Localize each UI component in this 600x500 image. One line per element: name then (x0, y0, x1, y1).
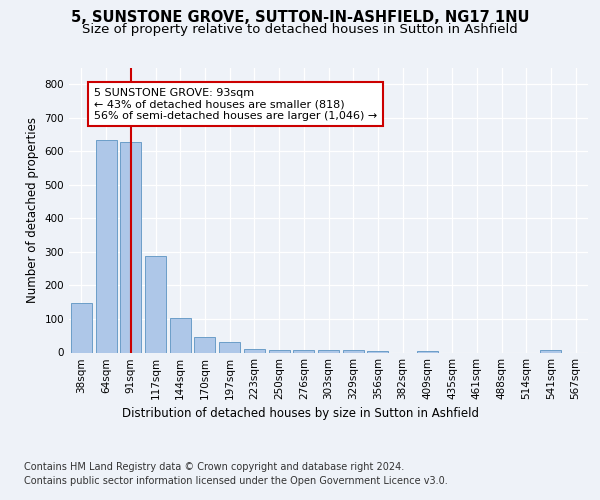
Bar (293, 350, 314, 352)
Text: Distribution of detached houses by size in Sutton in Ashfield: Distribution of detached houses by size … (121, 408, 479, 420)
Text: Contains public sector information licensed under the Open Government Licence v3: Contains public sector information licen… (24, 476, 448, 486)
Text: Contains HM Land Registry data © Crown copyright and database right 2024.: Contains HM Land Registry data © Crown c… (24, 462, 404, 472)
Text: 5, SUNSTONE GROVE, SUTTON-IN-ASHFIELD, NG17 1NU: 5, SUNSTONE GROVE, SUTTON-IN-ASHFIELD, N… (71, 10, 529, 25)
Bar (367, 351, 388, 352)
Bar (170, 318, 191, 352)
Text: 5 SUNSTONE GROVE: 93sqm
← 43% of detached houses are smaller (818)
56% of semi-d: 5 SUNSTONE GROVE: 93sqm ← 43% of detache… (94, 88, 377, 121)
Bar (71, 303, 92, 352)
Bar (219, 342, 240, 352)
Bar (269, 350, 290, 352)
Bar (120, 142, 141, 352)
Y-axis label: Number of detached properties: Number of detached properties (26, 117, 39, 303)
Text: Size of property relative to detached houses in Sutton in Ashfield: Size of property relative to detached ho… (82, 24, 518, 36)
Bar (95, 140, 116, 352)
Bar (194, 336, 215, 352)
Bar (343, 350, 364, 352)
Bar (145, 256, 166, 352)
Bar (244, 349, 265, 352)
Bar (318, 350, 339, 352)
Bar (417, 351, 438, 352)
Bar (541, 350, 562, 352)
